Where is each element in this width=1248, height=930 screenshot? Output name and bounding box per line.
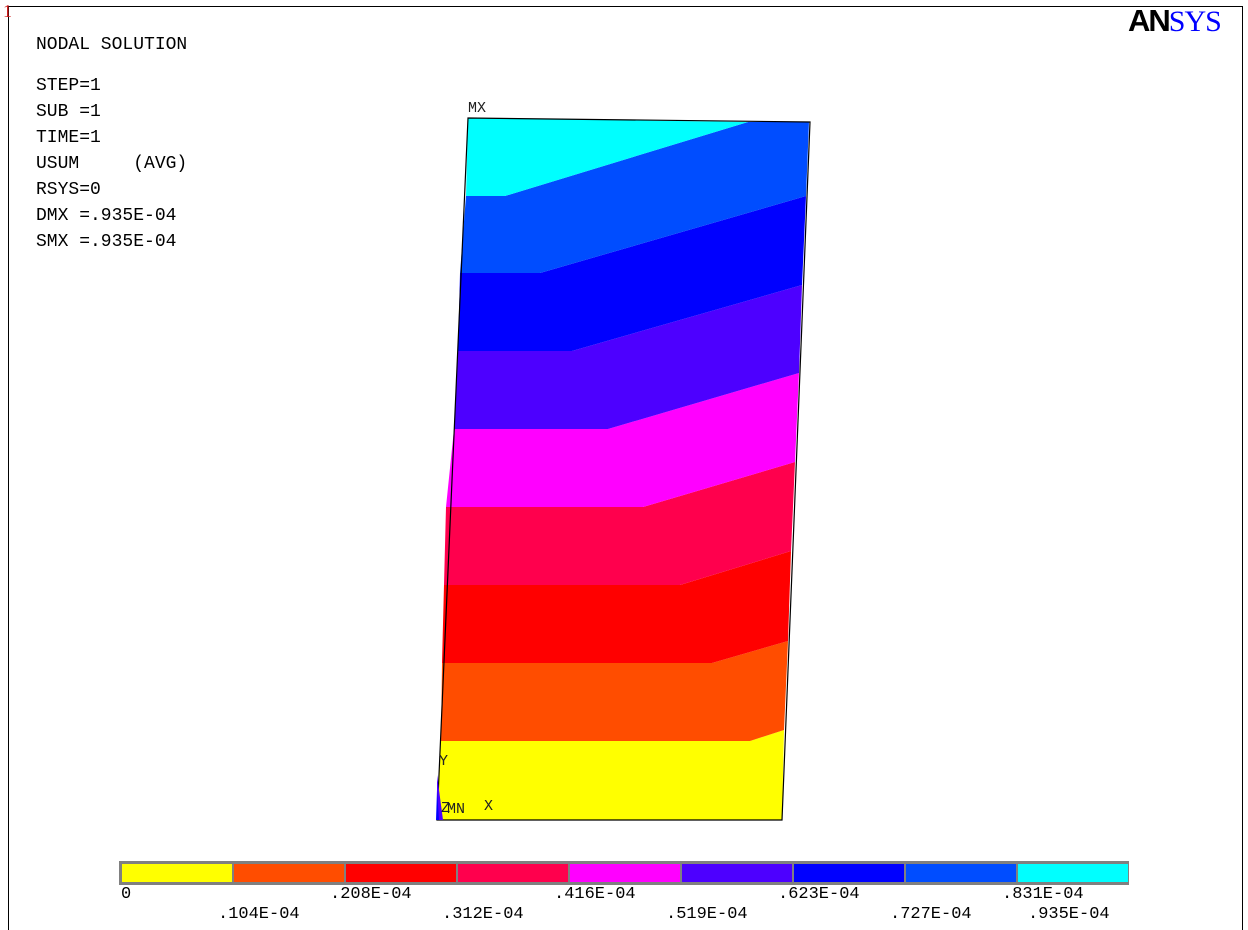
contour-bands [437, 118, 809, 820]
ansys-logo: ANSYS [1128, 3, 1222, 38]
z-axis-label: Z [441, 800, 450, 817]
min-marker-label: MN [447, 801, 465, 818]
legend-label: .935E-04 [1028, 905, 1110, 924]
max-marker-label: MX [468, 100, 486, 117]
param-line: USUM (AVG) [36, 154, 188, 174]
legend-swatch-6 [682, 864, 792, 882]
contour-band-6 [454, 285, 802, 429]
contour-band-8 [460, 122, 809, 273]
window-number: 1 [3, 1, 12, 21]
legend-swatch-2 [234, 864, 344, 882]
param-line: RSYS=0 [36, 180, 101, 200]
contour-band-1 [437, 730, 784, 820]
contour-band-7 [458, 196, 806, 351]
solution-parameters: STEP=1 SUB =1 TIME=1 USUM (AVG) RSYS=0 DMX =.… [36, 73, 187, 255]
legend-label: .312E-04 [442, 905, 524, 924]
param-line: SUB =1 [36, 102, 101, 122]
plot-title: NODAL SOLUTION [36, 35, 188, 55]
param-line: TIME=1 [36, 128, 101, 148]
legend-label: .831E-04 [1002, 885, 1084, 904]
legend-swatch-8 [906, 864, 1016, 882]
legend-swatch-5 [570, 864, 680, 882]
min-corner-sliver [437, 775, 443, 820]
logo-part-an: AN [1128, 3, 1171, 38]
legend-label: .104E-04 [218, 905, 300, 924]
legend-label: .727E-04 [890, 905, 972, 924]
legend-swatch-7 [794, 864, 904, 882]
contour-band-9 [466, 118, 748, 196]
logo-part-sys: SYS [1168, 5, 1222, 38]
param-line: STEP=1 [36, 76, 101, 96]
legend-swatch-3 [346, 864, 456, 882]
graphics-window-frame [8, 6, 1243, 930]
deformed-outline [436, 117, 811, 821]
contour-band-5 [446, 373, 799, 507]
min-corner-sliver-2 [436, 790, 439, 820]
legend-swatch-9 [1018, 864, 1128, 882]
legend-color-bar [119, 861, 1129, 885]
param-line: SMX =.935E-04 [36, 232, 177, 252]
legend-label: .623E-04 [778, 885, 860, 904]
x-axis-label: X [484, 798, 493, 815]
param-line: DMX =.935E-04 [36, 206, 177, 226]
legend-swatch-1 [122, 864, 232, 882]
legend-swatch-4 [458, 864, 568, 882]
legend-label: 0 [121, 885, 132, 904]
legend-label: .416E-04 [554, 885, 636, 904]
legend-label: .519E-04 [666, 905, 748, 924]
legend-label: .208E-04 [330, 885, 412, 904]
contour-band-4 [444, 462, 795, 585]
contour-band-2 [441, 641, 788, 741]
y-axis-label: Y [439, 753, 448, 770]
contour-band-3 [442, 551, 791, 663]
